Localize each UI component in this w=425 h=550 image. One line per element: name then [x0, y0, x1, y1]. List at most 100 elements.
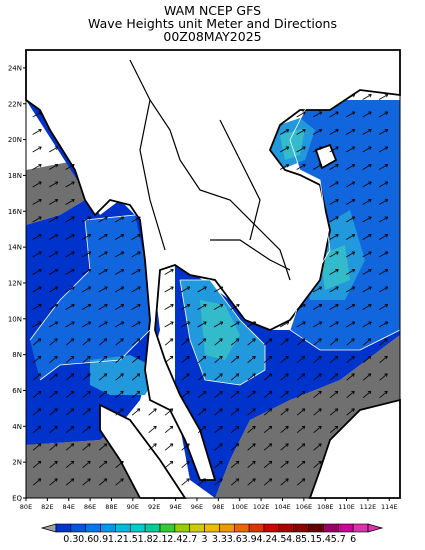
wave-direction-arrow	[247, 425, 256, 434]
wave-direction-arrow	[49, 390, 58, 399]
wave-direction-arrow	[49, 355, 58, 364]
wave-direction-arrow	[296, 408, 306, 416]
wave-direction-arrow	[32, 321, 42, 328]
wave-direction-arrow	[65, 443, 75, 451]
wave-direction-arrow	[115, 373, 124, 381]
wave-direction-arrow	[362, 216, 372, 223]
wave-direction-arrow	[379, 338, 388, 346]
wave-direction-arrow	[197, 390, 207, 399]
wave-direction-arrow	[263, 338, 273, 346]
wave-direction-arrow	[279, 128, 290, 135]
lon-label: 112E	[360, 503, 377, 511]
wave-direction-arrow	[115, 408, 124, 416]
colorbar-swatch	[263, 523, 280, 533]
wave-direction-arrow	[230, 303, 240, 310]
colorbar-swatch	[219, 523, 235, 533]
wave-direction-arrow	[164, 338, 174, 346]
colorbar-swatch	[100, 523, 116, 533]
map-title: WAM NCEP GFS	[163, 3, 262, 18]
colorbar-label: 0.6	[78, 534, 94, 545]
lon-label: 96E	[191, 503, 203, 511]
lat-label: 12N	[8, 279, 22, 287]
wave-direction-arrow	[329, 146, 339, 153]
wave-direction-arrow	[197, 408, 207, 416]
wave-direction-arrow	[296, 390, 306, 399]
wave-direction-arrow	[230, 355, 240, 364]
wave-direction-arrow	[197, 321, 207, 328]
wave-direction-arrow	[49, 460, 58, 469]
wave-direction-arrow	[247, 478, 256, 486]
wave-direction-arrow	[329, 216, 339, 223]
wave-direction-arrow	[313, 425, 322, 434]
wave-direction-arrow	[296, 425, 306, 434]
wave-direction-arrow	[312, 303, 323, 310]
wave-band-mid	[30, 215, 150, 380]
wave-direction-arrow	[296, 478, 306, 486]
wave-direction-arrow	[48, 321, 59, 328]
wave-direction-arrow	[98, 251, 108, 258]
colorbar-swatch	[278, 523, 295, 533]
wave-direction-arrow	[131, 321, 141, 328]
colorbar-label: 2.7	[182, 534, 198, 545]
wave-direction-arrow	[197, 286, 207, 293]
wave-direction-arrow	[296, 355, 306, 364]
colorbar-swatch	[174, 523, 191, 533]
wave-direction-arrow	[81, 233, 92, 240]
lon-label: 90E	[127, 503, 139, 511]
no-data-region	[26, 160, 85, 225]
wave-direction-arrow	[345, 93, 356, 100]
wave-direction-arrow	[213, 286, 224, 293]
wave-direction-arrow	[362, 355, 372, 364]
wave-direction-arrow	[345, 163, 356, 170]
colorbar-swatch	[115, 523, 131, 533]
wave-direction-arrow	[313, 443, 322, 451]
wave-direction-arrow	[114, 233, 125, 240]
wave-direction-arrow	[296, 111, 306, 118]
wave-direction-arrow	[378, 233, 389, 240]
wave-direction-arrow	[378, 163, 389, 170]
wave-direction-arrow	[329, 128, 339, 135]
wave-direction-arrow	[49, 425, 58, 434]
lon-label: 104E	[274, 503, 291, 511]
wave-direction-arrow	[98, 478, 108, 486]
wave-direction-arrow	[378, 216, 389, 223]
colorbar-swatch	[70, 523, 87, 533]
wave-direction-arrow	[181, 478, 190, 486]
wave-direction-arrow	[263, 390, 273, 399]
wave-direction-arrow	[32, 443, 42, 451]
colorbar-swatch	[248, 523, 265, 533]
colorbar-label: 0.3	[63, 534, 79, 545]
wave-direction-arrow	[345, 303, 356, 310]
wave-direction-arrow	[263, 478, 273, 486]
wave-direction-arrow	[378, 268, 389, 275]
wave-direction-arrow	[32, 303, 42, 310]
wave-direction-arrows	[32, 93, 389, 486]
wave-direction-arrow	[98, 286, 108, 293]
wave-direction-arrow	[164, 321, 174, 328]
wave-direction-arrow	[65, 181, 75, 188]
wave-direction-arrow	[131, 338, 141, 346]
wave-direction-arrow	[81, 251, 92, 258]
lon-label: 114E	[381, 503, 398, 511]
wave-direction-arrow	[48, 303, 59, 310]
wave-direction-arrow	[32, 478, 42, 486]
wave-direction-arrow	[313, 338, 322, 346]
wave-direction-arrow	[214, 460, 223, 469]
wave-direction-arrow	[98, 216, 108, 223]
wave-direction-arrow	[164, 425, 174, 434]
wave-direction-arrow	[263, 408, 273, 416]
wave-direction-arrow	[313, 390, 322, 399]
wave-direction-arrow	[230, 460, 240, 469]
wave-direction-arrow	[197, 338, 207, 346]
wave-direction-arrow	[362, 198, 372, 205]
colorbar	[40, 523, 384, 533]
wave-direction-arrow	[131, 286, 141, 293]
wave-direction-arrow	[180, 321, 191, 328]
colorbar-label: 1.2	[107, 534, 123, 545]
wave-direction-arrow	[280, 460, 289, 469]
lat-label: 4N	[12, 423, 22, 431]
lat-label: 16N	[8, 208, 22, 216]
wave-direction-arrow	[164, 460, 174, 469]
colorbar-label: 3	[201, 534, 208, 545]
wave-direction-arrow	[49, 338, 58, 346]
